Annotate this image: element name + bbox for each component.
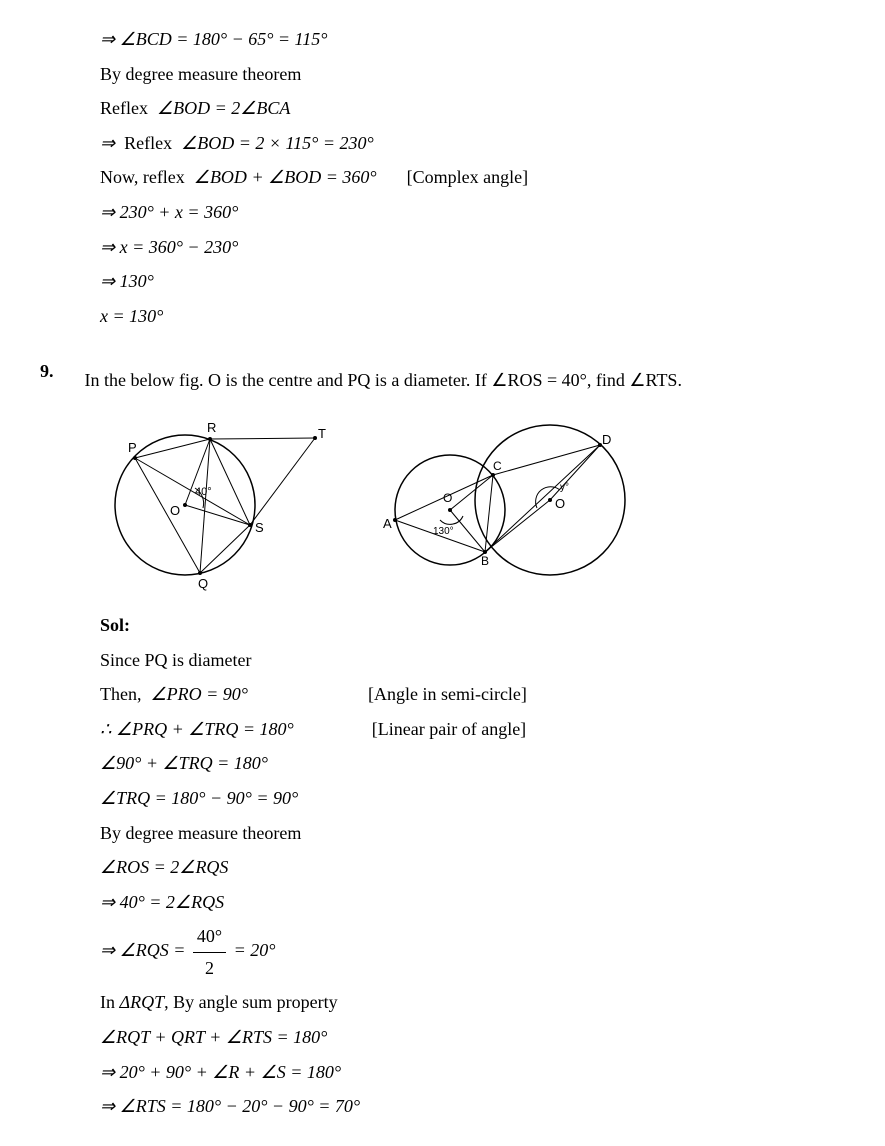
sol-line: ∠90° + ∠TRQ = 180° bbox=[100, 748, 865, 779]
label-R: R bbox=[207, 420, 216, 435]
sol-line: ⇒ ∠RQS = 40°2 = 20° bbox=[100, 921, 865, 983]
sol-line: ⇒ x = 360° − 230° bbox=[100, 232, 865, 263]
sol-label: Sol: bbox=[100, 610, 865, 641]
sol-line: ⇒ Reflex ∠BOD = 2 × 115° = 230° bbox=[100, 128, 865, 159]
figure-2: A O C D O B 130° y° bbox=[365, 420, 645, 590]
sol-line: ∠ROS = 2∠RQS bbox=[100, 852, 865, 883]
sol-line: Reflex Reflex ∠BOD = 2∠BCA∠BOD = 2∠BCA bbox=[100, 93, 865, 124]
sol-line: x = 130° bbox=[100, 301, 865, 332]
label-P: P bbox=[128, 440, 137, 455]
label-O-large: O bbox=[555, 496, 565, 511]
figures-row: P R T O S Q 40° bbox=[100, 410, 865, 600]
question-9: 9. In the below fig. O is the centre and… bbox=[40, 361, 865, 1122]
question-text: In the below fig. O is the centre and PQ… bbox=[85, 365, 845, 396]
label-C: C bbox=[493, 459, 502, 473]
note-semi-circle: [Angle in semi-circle] bbox=[368, 679, 527, 710]
sol-line: Since PQ is diameter bbox=[100, 645, 865, 676]
sol-line: ⇒ ∠BCD = 180° − 65° = 115° bbox=[100, 24, 865, 55]
label-O: O bbox=[170, 503, 180, 518]
sol-line: ∠RQT + QRT + ∠RTS = 180° bbox=[100, 1022, 865, 1053]
sol-line: ⇒ 130° bbox=[100, 266, 865, 297]
sol-line: Now, reflex ∠BOD + ∠BOD = 360°[Complex a… bbox=[100, 162, 865, 193]
sol-line: ∴ ∠PRQ + ∠TRQ = 180°[Linear pair of angl… bbox=[100, 714, 865, 745]
sol-line: In ΔRQT, By angle sum property bbox=[100, 987, 865, 1018]
sol-line: ⇒ 230° + x = 360° bbox=[100, 197, 865, 228]
note-linear-pair: [Linear pair of angle] bbox=[372, 714, 526, 745]
sol-line: ⇒ 20° + 90° + ∠R + ∠S = 180° bbox=[100, 1057, 865, 1088]
label-A: A bbox=[383, 516, 392, 531]
label-O-small: O bbox=[443, 491, 452, 505]
sol-line: By degree measure theorem bbox=[100, 818, 865, 849]
label-angle130: 130° bbox=[433, 526, 454, 537]
label-Q: Q bbox=[198, 576, 208, 591]
label-T: T bbox=[318, 426, 326, 441]
sol-line: By degree measure theorem bbox=[100, 59, 865, 90]
label-angle-y: y° bbox=[560, 482, 569, 493]
question-number: 9. bbox=[40, 361, 80, 382]
label-angle40: 40° bbox=[195, 486, 212, 498]
label-D: D bbox=[602, 432, 611, 447]
sol-line: ∠TRQ = 180° − 90° = 90° bbox=[100, 783, 865, 814]
sol-line: ⇒ 40° = 2∠RQS bbox=[100, 887, 865, 918]
note-complex-angle: [Complex angle] bbox=[407, 162, 528, 193]
label-S: S bbox=[255, 520, 264, 535]
sol-line: ⇒ ∠RTS = 180° − 20° − 90° = 70° bbox=[100, 1091, 865, 1122]
sol-line: Then, ∠PRO = 90°[Angle in semi-circle] bbox=[100, 679, 865, 710]
label-B: B bbox=[481, 554, 489, 568]
figure-1: P R T O S Q 40° bbox=[100, 410, 330, 600]
